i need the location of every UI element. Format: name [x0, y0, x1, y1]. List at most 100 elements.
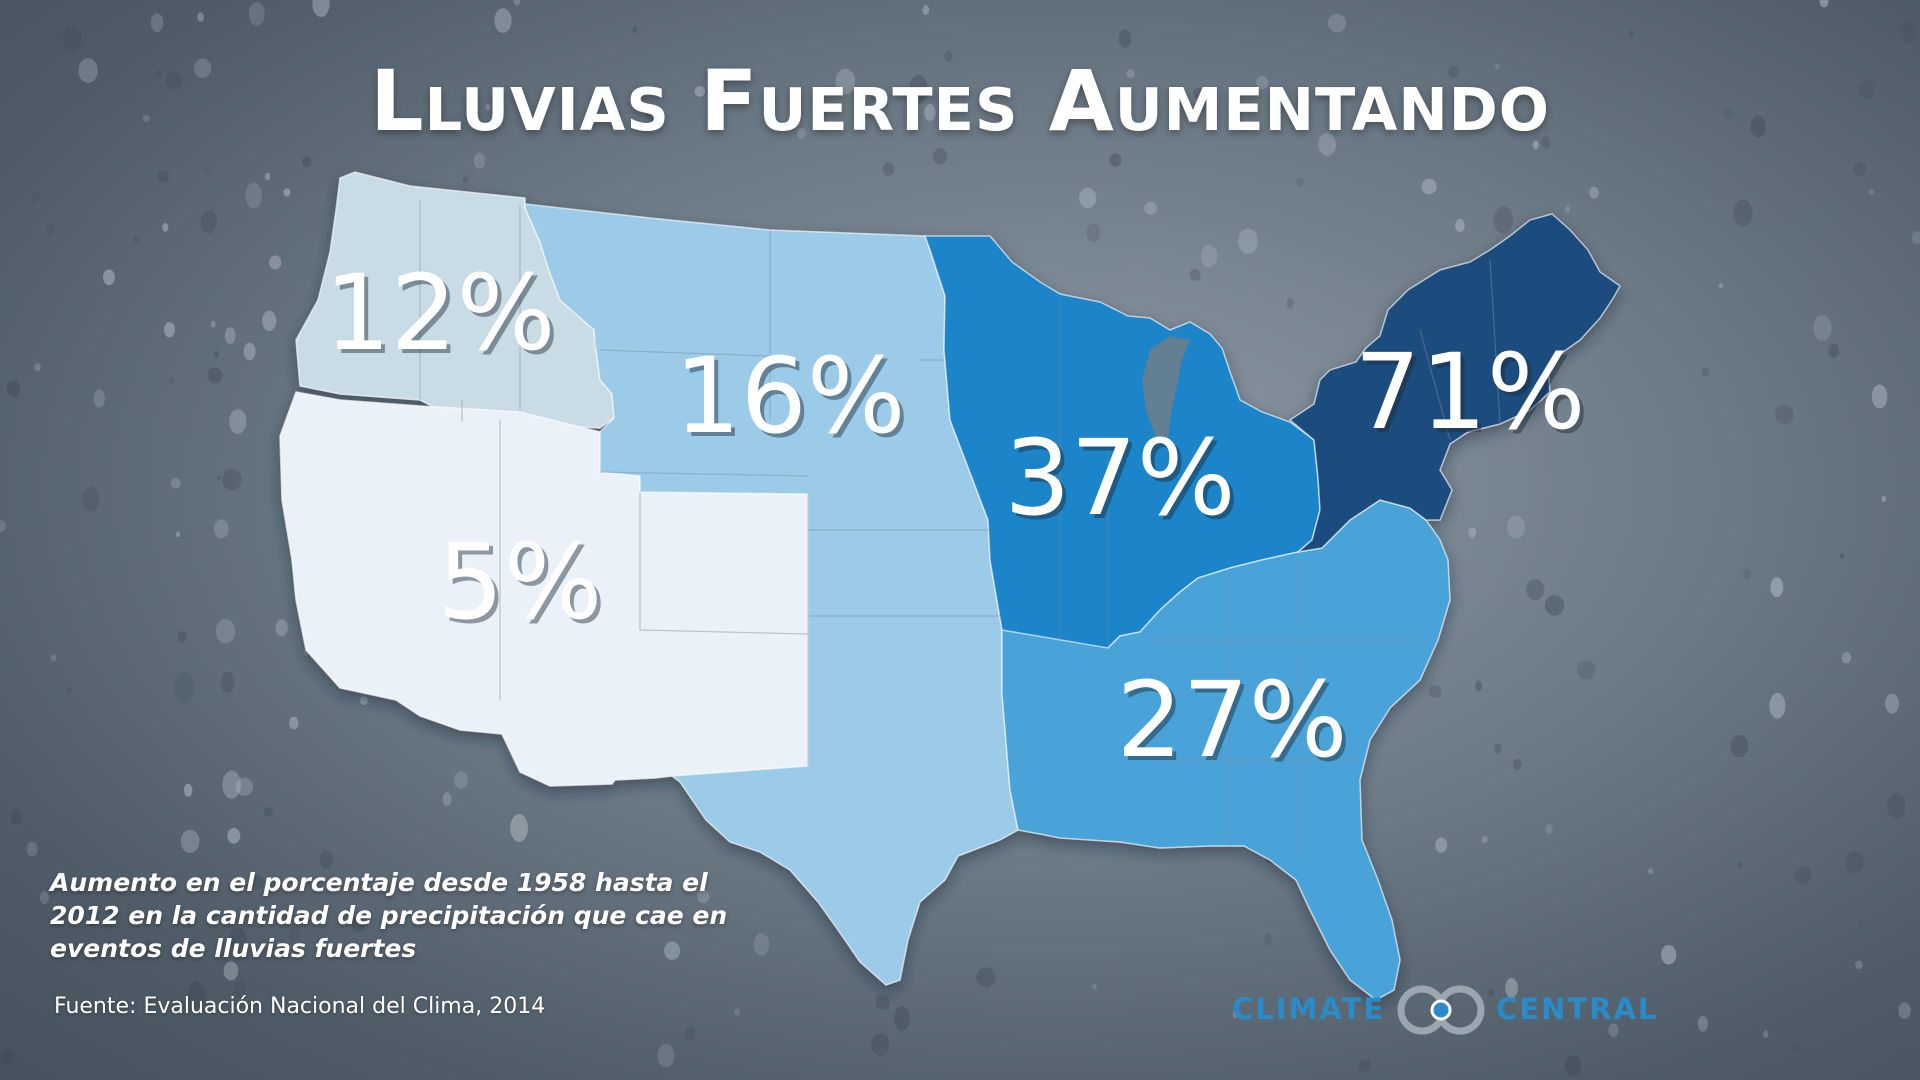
rain-droplet	[875, 994, 890, 1011]
rain-droplet	[249, 874, 264, 890]
rain-droplet	[312, 0, 330, 18]
rain-droplet	[1697, 1015, 1708, 1032]
rain-droplet	[243, 342, 256, 361]
rain-droplet	[82, 486, 100, 512]
rain-droplet	[1564, 1055, 1582, 1077]
rain-droplet	[1790, 1041, 1801, 1054]
rain-droplet	[352, 916, 365, 933]
rain-droplet	[1200, 244, 1218, 268]
rain-droplet	[1092, 984, 1097, 990]
rain-droplet	[1296, 998, 1304, 1009]
rain-droplet	[245, 182, 262, 209]
rain-droplet	[909, 74, 928, 104]
rain-droplet	[657, 1043, 675, 1068]
rain-droplet	[264, 172, 271, 181]
rain-droplet	[62, 25, 82, 52]
rain-droplet	[275, 619, 288, 637]
rain-droplet	[26, 841, 38, 857]
rain-droplet	[453, 771, 468, 789]
rain-droplet	[1229, 111, 1236, 121]
rain-droplet	[103, 269, 115, 286]
rain-droplet	[1455, 218, 1465, 233]
rain-droplet	[1886, 792, 1906, 820]
rain-droplet	[510, 814, 528, 842]
rain-droplet	[269, 255, 282, 270]
rain-droplet	[224, 327, 236, 344]
rain-droplet	[1871, 384, 1888, 409]
rain-droplet	[301, 156, 312, 168]
rain-droplet	[289, 716, 299, 730]
rain-droplet	[1086, 223, 1101, 242]
rain-droplet	[485, 103, 491, 111]
rain-droplet	[1506, 515, 1525, 539]
rain-droplet	[1853, 161, 1867, 177]
rain-droplet	[1428, 685, 1442, 698]
rain-droplet	[871, 1033, 890, 1056]
rain-droplet	[319, 850, 334, 869]
rain-droplet	[222, 770, 241, 799]
rain-droplet	[1608, 1023, 1619, 1037]
rain-droplet	[1296, 177, 1304, 187]
rain-droplet	[197, 12, 205, 23]
rain-droplet	[1232, 1010, 1239, 1018]
rain-droplet	[1763, 1030, 1769, 1039]
rain-droplet	[1079, 187, 1097, 208]
svg-text:37%: 37%	[1008, 421, 1239, 543]
rain-droplet	[30, 190, 40, 205]
rain-droplet	[1841, 652, 1852, 664]
rain-droplet	[1858, 80, 1876, 99]
rain-droplet	[194, 58, 212, 79]
rain-droplet	[924, 104, 936, 121]
rain-droplet	[1475, 680, 1482, 692]
rain-droplet	[1544, 595, 1565, 616]
rain-droplet	[6, 380, 21, 398]
rain-droplet	[227, 828, 241, 844]
rain-droplet	[473, 152, 486, 169]
rain-droplet	[1494, 63, 1500, 70]
rain-droplet	[1505, 977, 1518, 999]
rain-droplet	[1494, 743, 1502, 754]
rain-droplet	[1881, 495, 1886, 503]
rain-droplet	[1144, 201, 1157, 215]
rain-droplet	[215, 618, 236, 644]
rain-droplet	[155, 69, 163, 78]
rain-droplet	[1286, 297, 1294, 309]
rain-droplet	[213, 350, 220, 358]
rain-droplet	[1733, 199, 1753, 227]
label-northwest: 12%	[324, 252, 555, 374]
svg-text:27%: 27%	[1120, 663, 1351, 785]
rain-droplet	[50, 654, 57, 662]
rain-droplet	[1885, 693, 1899, 714]
rain-droplet	[1493, 206, 1514, 234]
rain-droplet	[66, 686, 73, 694]
rain-droplet	[1256, 75, 1269, 90]
rain-droplet	[1435, 837, 1448, 853]
rain-droplet	[1813, 315, 1832, 341]
rain-droplet	[359, 696, 368, 705]
label-northeast: 71%	[1354, 331, 1585, 453]
rain-droplet	[694, 85, 706, 97]
rain-droplet	[1859, 920, 1864, 926]
rain-droplet	[46, 223, 55, 237]
rain-droplet	[1701, 367, 1710, 377]
rain-droplet	[1743, 568, 1752, 579]
rain-droplet	[1481, 835, 1488, 844]
rain-droplet	[1898, 1002, 1911, 1019]
rain-droplet	[1189, 268, 1201, 281]
svg-text:16%: 16%	[678, 339, 909, 461]
rain-droplet	[214, 519, 229, 539]
rain-droplet	[797, 128, 806, 139]
rain-droplet	[180, 829, 200, 853]
rain-droplet	[976, 967, 996, 987]
svg-text:71%: 71%	[1358, 335, 1589, 457]
rain-droplet	[150, 13, 164, 33]
great-lakes-water	[1142, 336, 1190, 440]
rain-droplet	[1421, 178, 1437, 195]
svg-text:12%: 12%	[328, 256, 559, 378]
rain-droplet	[1730, 734, 1749, 758]
rain-droplet	[207, 367, 223, 384]
rain-droplet	[1839, 552, 1845, 559]
rain-droplet	[1109, 153, 1122, 167]
rain-droplet	[10, 808, 22, 825]
rain-droplet	[229, 409, 247, 434]
